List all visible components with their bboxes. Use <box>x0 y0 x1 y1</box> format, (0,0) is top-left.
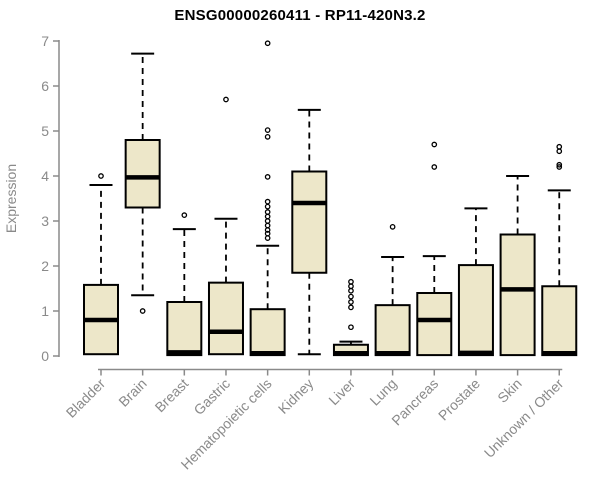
outlier-point <box>348 278 354 285</box>
box-liver <box>332 278 369 357</box>
outlier-point <box>264 218 271 224</box>
outlier-point <box>348 324 354 331</box>
outlier-point <box>264 213 271 220</box>
y-tick-label: 4 <box>41 168 49 184</box>
box-bladder <box>83 173 119 356</box>
box-brain <box>124 52 161 314</box>
iqr-box <box>541 285 578 357</box>
y-axis: 0 1 2 3 4 5 6 7 Expression <box>3 33 60 364</box>
x-tick-label-liver: Liver <box>325 375 358 408</box>
outlier-point <box>348 287 354 294</box>
y-tick-label: 3 <box>41 213 49 229</box>
y-axis-label: Expression <box>3 164 19 233</box>
x-tick-label-breast: Breast <box>152 375 192 415</box>
y-tick-label: 1 <box>41 303 49 319</box>
box-breast <box>166 212 203 357</box>
iqr-box <box>124 139 161 209</box>
outlier-point <box>389 224 396 230</box>
box-prostate <box>457 207 494 357</box>
outlier-point <box>223 96 229 103</box>
outlier-point <box>348 293 354 300</box>
x-tick-label-lung: Lung <box>366 375 399 408</box>
outlier-point <box>98 173 104 179</box>
box-unknown-other <box>541 143 578 357</box>
outlier-point <box>264 209 271 215</box>
box-gastric <box>207 96 244 356</box>
box-pancreas <box>416 141 453 357</box>
iqr-box <box>499 233 536 357</box>
outlier-point <box>556 148 563 155</box>
outlier-point <box>139 308 146 314</box>
outlier-point <box>556 161 563 168</box>
y-tick-label: 2 <box>41 258 49 274</box>
outlier-point <box>556 164 563 170</box>
box-skin <box>499 175 536 357</box>
outlier-point <box>264 174 271 180</box>
outlier-point <box>348 304 354 311</box>
outlier-point <box>181 212 188 218</box>
y-tick-label: 7 <box>41 33 49 49</box>
box-hematopoietic-cells <box>249 40 286 357</box>
outlier-point <box>264 198 271 205</box>
outlier-point <box>264 235 271 241</box>
x-tick-label-brain: Brain <box>115 375 149 409</box>
iqr-box <box>416 292 453 357</box>
outlier-point <box>348 299 354 305</box>
iqr-box <box>207 281 244 356</box>
x-tick-label-kidney: Kidney <box>275 375 317 417</box>
outlier-point <box>431 164 438 170</box>
iqr-box <box>374 304 411 357</box>
y-tick-label: 6 <box>41 78 49 94</box>
outlier-point <box>556 143 563 150</box>
outlier-point <box>264 230 271 237</box>
outlier-point <box>264 222 271 229</box>
iqr-box <box>291 170 328 274</box>
iqr-box <box>249 308 286 357</box>
outlier-point <box>264 40 271 47</box>
y-tick-label: 5 <box>41 123 49 139</box>
x-tick-label-bladder: Bladder <box>63 375 109 421</box>
chart-title: ENSG00000260411 - RP11-420N3.2 <box>174 7 426 24</box>
box-lung <box>374 224 411 357</box>
outlier-point <box>431 141 438 148</box>
box-kidney <box>291 108 328 356</box>
outlier-point <box>264 127 271 133</box>
x-tick-label-unknown-other: Unknown / Other <box>481 375 567 461</box>
outlier-point <box>264 134 271 140</box>
outlier-point <box>348 283 354 290</box>
iqr-box <box>457 264 494 357</box>
iqr-box <box>166 301 203 357</box>
x-tick-label-prostate: Prostate <box>435 375 483 423</box>
y-tick-label: 0 <box>41 348 49 364</box>
outlier-point <box>264 203 271 210</box>
x-tick-label-skin: Skin <box>494 375 525 406</box>
